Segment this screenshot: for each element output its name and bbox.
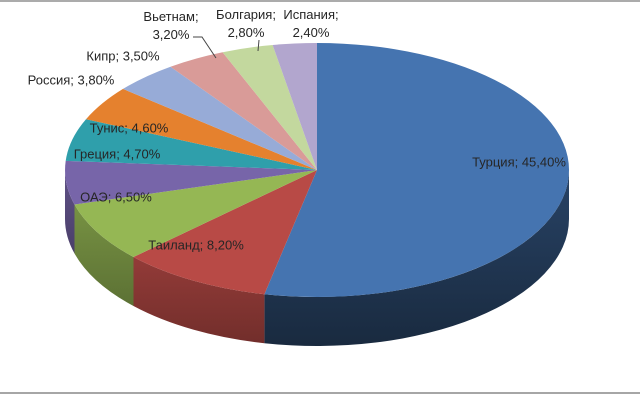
top-border-line [0,0,640,2]
pie-slice-Испания [272,43,317,170]
pie-slice-Турция [264,43,570,298]
pie-slice-side-Таиланд [133,257,265,344]
pie-slice-Кипр [123,66,317,170]
leader-line-Вьетнам [193,36,217,59]
slice-label-Кипр: Кипр; 3,50% [86,49,160,64]
pie-slice-ОАЭ [74,170,317,257]
slice-label-Болгария: Болгария; 2,80% [216,7,276,40]
slice-label-Турция: Турция; 45,40% [472,155,566,170]
pie-slice-Вьетнам [170,52,317,171]
slice-label-Тунис: Тунис; 4,60% [90,121,169,136]
slice-label-Испания: Испания; 2,40% [283,7,338,40]
pie-slice-Россия [86,88,317,170]
pie-slice-side-Турция [264,170,569,346]
pie-slice-Тунис [65,119,317,170]
pie-slice-Болгария [222,45,317,170]
pie-slice-side-ОАЭ [74,204,134,306]
pie-slice-Таиланд [133,170,317,295]
leader-line-Болгария [257,39,260,52]
slice-label-Греция: Греция; 4,70% [74,147,161,162]
slice-label-Вьетнам: Вьетнам; 3,20% [143,9,198,42]
pie-slice-Греция [65,160,317,205]
slice-label-Россия: Россия; 3,80% [28,73,115,88]
slice-label-ОАЭ: ОАЭ; 6,50% [80,190,152,205]
pie-slice-side-Греция [65,170,75,254]
bottom-border-line [0,392,640,394]
slice-label-Таиланд: Таиланд; 8,20% [148,238,244,253]
